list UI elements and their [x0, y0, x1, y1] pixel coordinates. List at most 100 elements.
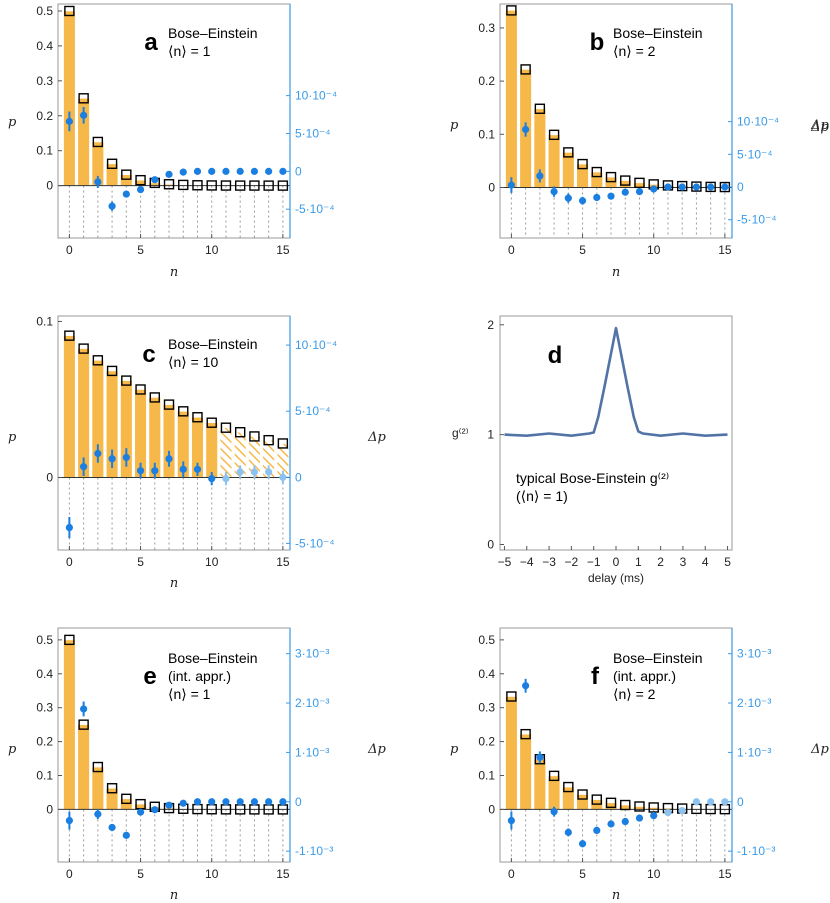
residual-point: [108, 202, 116, 210]
residual-point: [94, 810, 102, 818]
residual-point: [692, 183, 701, 191]
residual-point: [507, 181, 515, 189]
x-tick-label: 0: [508, 243, 515, 257]
x-tick-label: 1: [635, 555, 642, 569]
theory-marker: [121, 793, 132, 805]
residual-point: [593, 193, 601, 202]
panel-label: f: [591, 663, 600, 690]
bar: [562, 152, 575, 188]
y2-axis-label: Δp: [810, 120, 829, 135]
residual-point: [122, 190, 130, 198]
residual-point: [236, 468, 244, 476]
x-tick-label: −2: [565, 555, 579, 569]
annotation-text: ⟨n⟩ = 2: [613, 686, 656, 702]
residual-point: [236, 798, 244, 806]
residual-point: [179, 168, 187, 176]
residual-point: [65, 816, 73, 825]
x-tick-label: 0: [66, 243, 73, 257]
residual-point: [94, 449, 102, 458]
y-axis-label: p: [8, 430, 17, 445]
plot-frame: [499, 315, 733, 551]
x-tick-label: 0: [508, 867, 515, 881]
theory-marker: [106, 783, 118, 794]
residual-point: [265, 798, 273, 806]
residual-point: [151, 806, 159, 814]
theory-marker: [620, 799, 631, 811]
residual-point: [279, 473, 287, 481]
panel-label: b: [590, 29, 605, 56]
residual-point: [550, 808, 558, 816]
theory-marker: [691, 181, 702, 192]
annotation-text: Bose–Einstein: [168, 650, 258, 666]
theory-marker: [520, 64, 531, 75]
y-tick-label: 0.4: [36, 667, 53, 681]
theory-marker: [249, 431, 260, 442]
residual-point: [165, 801, 173, 809]
residual-point: [136, 185, 145, 194]
y2-tick-label: 5·10⁻⁴: [295, 126, 331, 140]
theory-marker: [234, 180, 246, 191]
residual-point: [80, 705, 88, 713]
theory-marker: [634, 801, 645, 812]
x-axis-label: n: [612, 888, 620, 903]
y-tick-label: 0.1: [36, 144, 53, 158]
y-tick-label: 1: [487, 428, 494, 442]
y-tick-label: 0.5: [36, 633, 53, 647]
y-tick-label: 0.5: [36, 4, 53, 18]
residual-point: [80, 463, 88, 471]
residual-point: [522, 125, 530, 134]
theory-marker: [92, 761, 104, 773]
y2-axis-label: Δp: [810, 742, 829, 757]
y2-tick-label: -1·10⁻³: [295, 844, 333, 858]
x-tick-label: 10: [647, 243, 661, 257]
residual-point: [664, 183, 672, 191]
theory-marker: [163, 179, 175, 190]
y2-tick-label: 0: [295, 470, 302, 484]
x-tick-label: 2: [657, 555, 664, 569]
y2-tick-label: 0: [295, 164, 302, 178]
residual-point: [621, 817, 629, 826]
panel-label: d: [548, 342, 563, 369]
y2-tick-label: 3·10⁻³: [737, 647, 771, 661]
x-tick-label: 15: [276, 243, 290, 257]
bar: [91, 766, 104, 810]
residual-point: [222, 167, 230, 175]
panel-label: c: [142, 341, 155, 368]
theory-marker: [106, 365, 118, 377]
y2-tick-label: 10·10⁻⁴: [737, 115, 779, 129]
annotation-text: Bose–Einstein: [168, 336, 258, 352]
residual-point: [165, 170, 173, 178]
theory-marker: [64, 5, 75, 17]
x-tick-label: −1: [587, 555, 601, 569]
theory-marker: [92, 355, 104, 366]
theory-marker: [192, 180, 203, 191]
y-tick-label: 0.3: [478, 701, 495, 715]
residual-point: [108, 455, 116, 463]
residual-point: [265, 468, 273, 476]
theory-marker: [121, 169, 132, 180]
residual-point: [222, 475, 230, 483]
theory-marker: [178, 179, 189, 191]
theory-marker: [163, 399, 175, 410]
x-tick-label: 5: [137, 867, 144, 881]
x-tick-label: 0: [66, 555, 73, 569]
y-tick-label: 0.1: [36, 314, 53, 328]
panel-d: 0 1 2 −5 −4 −3 −2 −1 0 1 2 3 4 5 delay (ms) g⁽²⁾ d typica…: [452, 315, 733, 585]
y-tick-label: 0.1: [478, 769, 495, 783]
bar: [205, 422, 218, 478]
y-tick-label: 0.5: [478, 633, 495, 647]
bar: [219, 427, 233, 478]
annotation-text: Bose–Einstein: [168, 25, 258, 41]
bar: [533, 758, 546, 810]
theory-marker: [178, 406, 189, 417]
y-tick-label: 0.4: [478, 667, 495, 681]
residual-point: [250, 468, 259, 476]
x-tick-label: 15: [276, 867, 290, 881]
y2-tick-label: 5·10⁻⁴: [737, 147, 773, 161]
x-axis-label: n: [170, 576, 178, 591]
residual-point: [692, 798, 701, 806]
residual-point: [678, 183, 686, 191]
y-tick-label: 0.2: [36, 735, 53, 749]
x-tick-label: 15: [718, 867, 732, 881]
bar: [63, 10, 76, 186]
